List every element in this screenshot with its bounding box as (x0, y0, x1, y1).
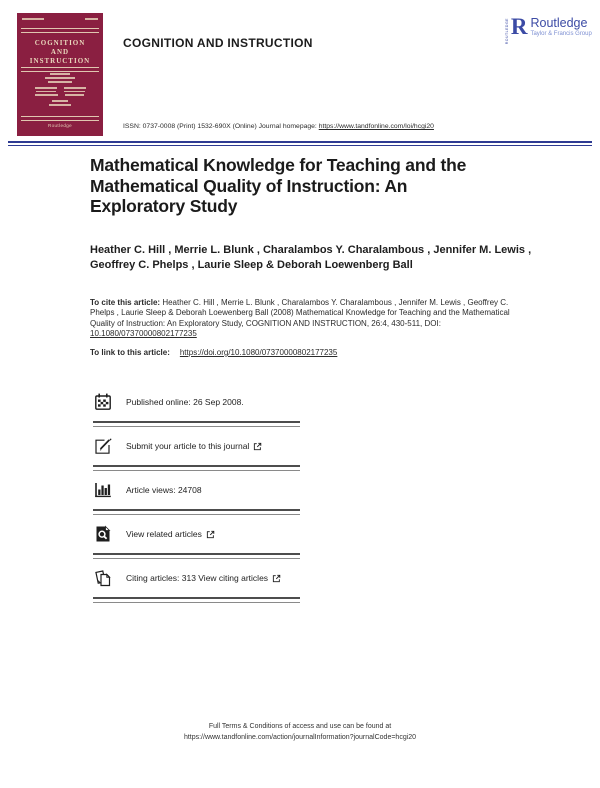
cite-label: To cite this article: (90, 298, 161, 307)
citing-articles-text: Citing articles: 313 View citing article… (126, 573, 269, 583)
header-divider-rule (8, 141, 592, 143)
cover-microline (52, 100, 68, 102)
submit-article-text: Submit your article to this journal (126, 441, 250, 451)
action-separator (93, 597, 300, 603)
routledge-name: Routledge (530, 16, 588, 30)
cover-microline (45, 77, 75, 79)
cover-microline (48, 81, 72, 83)
routledge-logo[interactable]: ROUTLEDGE R Routledge Taylor & Francis G… (505, 14, 592, 45)
cover-rule (21, 116, 99, 121)
related-articles-icon (96, 525, 111, 542)
routledge-tagline: Taylor & Francis Group (530, 31, 592, 38)
cover-microcolumns (34, 87, 86, 96)
external-link-icon (272, 574, 281, 582)
related-articles-link[interactable]: View related articles (126, 529, 215, 539)
calendar-icon (95, 393, 111, 410)
citing-articles-link[interactable]: Citing articles: 313 View citing article… (126, 573, 281, 583)
cover-journal-title: COGNITION AND INSTRUCTION (17, 39, 103, 65)
action-separator (93, 509, 300, 515)
cover-rule (21, 28, 99, 33)
citation-paragraph: To cite this article: Heather C. Hill , … (90, 298, 522, 340)
cover-microcolumn (63, 87, 86, 96)
article-link-line: To link to this article: https://doi.org/… (90, 348, 337, 357)
article-views-row: Article views: 24708 (93, 471, 300, 509)
cover-microtext-left (22, 18, 44, 20)
cover-microcolumn (34, 87, 58, 96)
citing-articles-icon (95, 570, 111, 587)
header-divider-rule-thin (8, 144, 592, 146)
article-views-text: Article views: 24708 (126, 485, 202, 495)
issn-homepage-line: ISSN: 0737-0008 (Print) 1532-690X (Onlin… (123, 123, 434, 130)
published-online-row: Published online: 26 Sep 2008. (93, 383, 300, 421)
article-title: Mathematical Knowledge for Teaching and … (90, 155, 467, 217)
journal-title-heading: COGNITION AND INSTRUCTION (123, 36, 313, 50)
external-link-icon (254, 442, 262, 450)
cover-microline (49, 104, 71, 106)
citing-articles-row[interactable]: Citing articles: 313 View citing article… (93, 559, 300, 597)
published-online-text: Published online: 26 Sep 2008. (126, 397, 244, 407)
cover-title-line: INSTRUCTION (29, 56, 91, 65)
cover-microline (50, 73, 70, 75)
routledge-vertical-text: ROUTLEDGE (505, 18, 509, 45)
action-separator (93, 465, 300, 471)
article-action-list: Published online: 26 Sep 2008. Submit yo… (93, 383, 300, 603)
cite-text: Heather C. Hill , Merrie L. Blunk , Char… (90, 298, 510, 328)
action-separator (93, 421, 300, 427)
cover-editor-microtext (17, 73, 103, 106)
cover-rule (21, 67, 99, 72)
cover-microtext-row (22, 18, 98, 20)
submit-article-row[interactable]: Submit your article to this journal (93, 427, 300, 465)
external-link-icon (206, 530, 215, 538)
related-articles-row[interactable]: View related articles (93, 515, 300, 553)
issn-text: ISSN: 0737-0008 (Print) 1532-690X (Onlin… (123, 123, 319, 130)
terms-footer-line2[interactable]: https://www.tandfonline.com/action/journ… (183, 733, 417, 741)
bar-chart-icon (95, 483, 111, 498)
related-articles-text: View related articles (126, 529, 202, 539)
terms-footer-line1: Full Terms & Conditions of access and us… (208, 723, 392, 730)
routledge-r-glyph: R (510, 14, 528, 39)
cover-title-line: AND (50, 47, 70, 56)
routledge-knot-icon: ROUTLEDGE R (505, 14, 528, 45)
submit-article-link[interactable]: Submit your article to this journal (126, 441, 262, 451)
routledge-wordmark: Routledge Taylor & Francis Group (530, 16, 592, 38)
cover-publisher-mark: Routledge (47, 123, 73, 128)
action-separator (93, 553, 300, 559)
journal-cover-thumbnail: COGNITION AND INSTRUCTION Routledge (17, 13, 103, 136)
submit-pencil-icon (95, 438, 112, 454)
article-doi-url-link[interactable]: https://doi.org/10.1080/0737000080217723… (179, 348, 338, 357)
author-list: Heather C. Hill , Merrie L. Blunk , Char… (90, 244, 532, 271)
journal-homepage-link[interactable]: https://www.tandfonline.com/loi/hcgi20 (318, 123, 434, 130)
cover-title-line: COGNITION (34, 39, 86, 47)
cover-microtext-right (85, 18, 98, 20)
link-label: To link to this article: (90, 348, 170, 357)
doi-link[interactable]: 10.1080/07370000802177235 (90, 329, 197, 339)
terms-footer: Full Terms & Conditions of access and us… (0, 722, 600, 744)
